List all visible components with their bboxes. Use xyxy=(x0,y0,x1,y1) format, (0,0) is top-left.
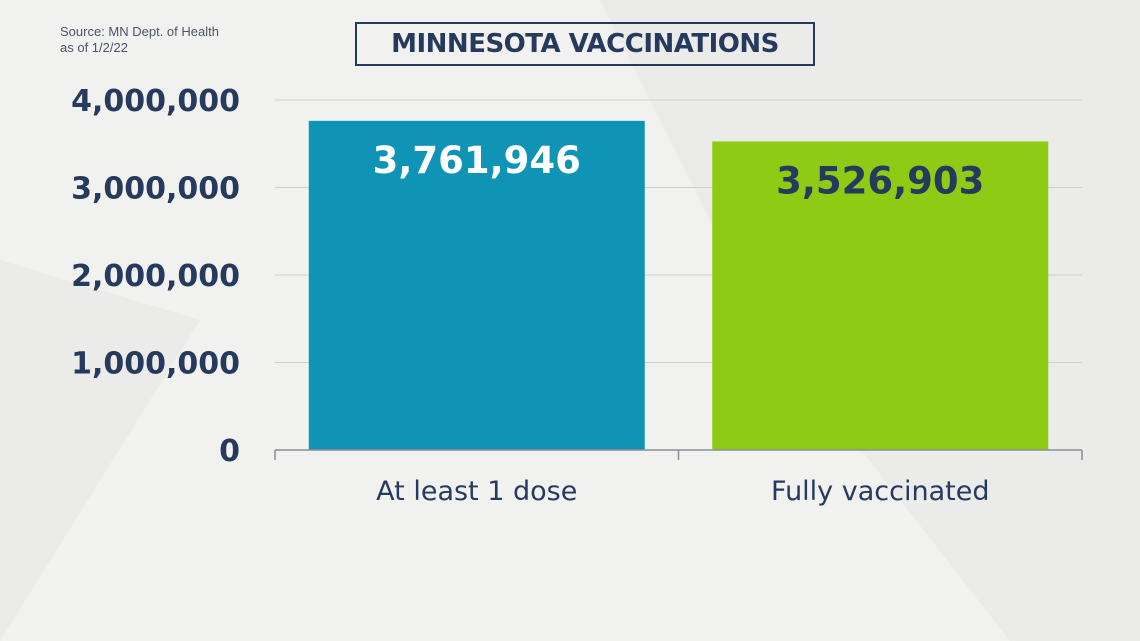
y-axis: 0 1,000,000 2,000,000 3,000,000 4,000,000 xyxy=(71,84,240,469)
y-tick-label: 3,000,000 xyxy=(71,172,240,207)
y-tick-label: 4,000,000 xyxy=(71,84,240,119)
data-label: 3,761,946 xyxy=(373,139,581,182)
x-axis: At least 1 dose Fully vaccinated xyxy=(274,449,1083,507)
y-tick-label: 1,000,000 xyxy=(71,347,240,382)
y-tick-label: 2,000,000 xyxy=(71,259,240,294)
bars xyxy=(308,120,1049,451)
x-tick-label: At least 1 dose xyxy=(376,476,577,507)
bar-1 xyxy=(308,120,645,451)
source-date: as of 1/2/22 xyxy=(60,40,128,55)
data-labels: 3,761,946 3,526,903 xyxy=(373,139,985,203)
chart-title-box: MINNESOTA VACCINATIONS xyxy=(355,22,815,66)
y-tick-label: 0 xyxy=(219,434,240,469)
source-line: Source: MN Dept. of Health xyxy=(60,24,219,39)
chart-title: MINNESOTA VACCINATIONS xyxy=(391,29,779,59)
data-label: 3,526,903 xyxy=(776,159,984,202)
x-tick-label: Fully vaccinated xyxy=(771,476,989,507)
bar-2 xyxy=(712,141,1049,450)
source-note: Source: MN Dept. of Health as of 1/2/22 xyxy=(60,24,219,56)
